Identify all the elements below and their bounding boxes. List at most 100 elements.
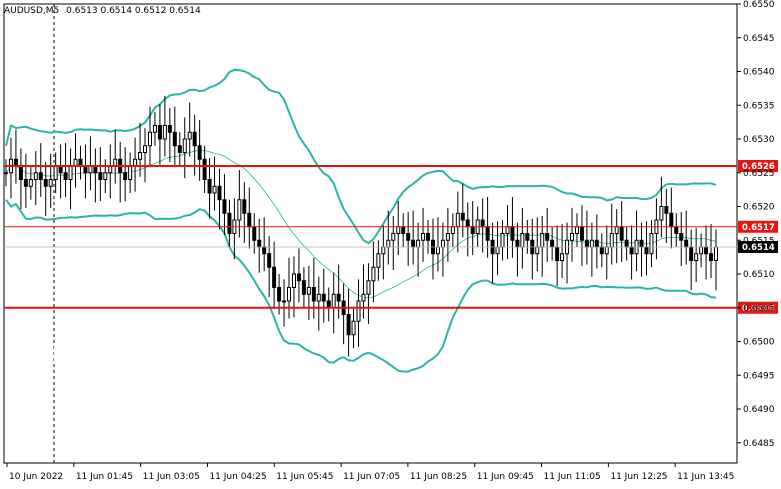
candle-body (157, 125, 162, 140)
candle-body (311, 287, 316, 302)
candle-body (33, 172, 38, 180)
candle-body (500, 233, 505, 248)
x-tick-label: 11 Jun 01:45 (76, 472, 133, 482)
candle-body (68, 165, 73, 180)
candle-body (386, 239, 391, 248)
candle-body (699, 246, 704, 255)
candle-body (296, 273, 301, 282)
candle-body (108, 165, 113, 174)
candle-body (187, 131, 192, 140)
candle-body (172, 131, 177, 147)
candle-body (679, 233, 684, 241)
candle-body (674, 226, 679, 234)
candle-body (83, 165, 88, 174)
candle-body (63, 172, 68, 180)
candle-body (589, 239, 594, 248)
candle-body (133, 158, 138, 167)
candle-body (227, 212, 232, 234)
candle-body (192, 131, 197, 147)
candle-body (714, 246, 718, 261)
candle-body (346, 314, 351, 336)
candle-body (599, 246, 604, 255)
y-tick-label: 0.6520 (743, 203, 775, 213)
candle-body (440, 239, 445, 248)
candle-body (13, 158, 18, 167)
candle-body (18, 165, 23, 180)
candle-body (450, 226, 455, 234)
candle-body (128, 165, 133, 180)
candle-body (177, 145, 182, 153)
candle-body (247, 212, 252, 228)
candle-body (510, 226, 515, 241)
level-tag (738, 301, 778, 314)
candle-body (321, 293, 326, 302)
candle-body (614, 226, 619, 234)
candle-body (579, 226, 584, 241)
symbol-timeframe: AUDUSD,M5 (4, 6, 59, 16)
candle-body (426, 233, 431, 241)
candle-body (182, 138, 187, 153)
candle-body (624, 239, 629, 248)
bollinger-upper (5, 68, 717, 245)
x-tick-label: 11 Jun 05:45 (276, 472, 333, 482)
candle-body (555, 246, 560, 261)
candle-body (23, 179, 28, 187)
candle-body (376, 253, 381, 268)
candle-body (162, 125, 167, 140)
x-tick-label: 11 Jun 04:25 (209, 472, 266, 482)
bollinger-lower (5, 199, 717, 373)
candle-body (336, 293, 341, 302)
y-tick-label: 0.6550 (743, 0, 775, 10)
candle-body (197, 145, 202, 160)
logo-tagline: Instant Forex Trading (44, 368, 160, 381)
candle-body (242, 199, 247, 214)
candle-body (143, 145, 148, 153)
candle-body (455, 212, 460, 228)
candle-body (257, 239, 262, 248)
chart-header: AUDUSD,M5 0.6513 0.6514 0.6512 0.6514 (4, 6, 201, 16)
candle-body (147, 131, 152, 147)
candle-body (277, 287, 282, 302)
level-tag (738, 160, 778, 172)
candle-body (495, 246, 500, 255)
candle-body (326, 300, 331, 309)
candle-body (525, 233, 530, 241)
candle-body (98, 172, 103, 180)
x-tick-label: 11 Jun 03:05 (143, 472, 200, 482)
y-tick-label: 0.6540 (743, 68, 775, 78)
candle-body (485, 226, 490, 241)
y-tick-label: 0.6490 (743, 405, 775, 415)
candle-body (609, 233, 614, 248)
current-price-label: 0.6514 (742, 243, 775, 253)
candle-body (659, 206, 664, 221)
level-tag-label: 0.6517 (742, 223, 775, 233)
x-tick-label: 11 Jun 11:05 (544, 472, 601, 482)
candle-body (421, 233, 426, 241)
candle-body (123, 172, 128, 180)
candle-body (689, 246, 694, 261)
candle-body (28, 179, 33, 187)
candle-body (396, 226, 401, 234)
candle-body (644, 246, 649, 255)
candle-body (351, 320, 356, 336)
candle-body (505, 226, 510, 234)
candle-body (4, 172, 8, 175)
y-tick-label: 0.6495 (743, 371, 775, 381)
candle-body (356, 300, 361, 322)
candle-body (331, 293, 336, 309)
level-tag (738, 220, 778, 233)
candle-body (361, 293, 366, 302)
candle-body (560, 253, 565, 261)
candle-body (604, 246, 609, 255)
candle-body (58, 165, 63, 174)
candle-body (460, 212, 465, 221)
x-tick-label: 11 Jun 08:25 (410, 472, 467, 482)
candle-body (38, 172, 43, 180)
x-tick-label: 11 Jun 07:05 (343, 472, 400, 482)
x-axis: 10 Jun 2022 11 Jun 01:45 11 Jun 03:05 11 Ju… (6, 463, 734, 482)
candle-body (138, 152, 143, 160)
candle-body (291, 273, 296, 288)
candle-body (629, 246, 634, 255)
candle-body (594, 239, 599, 248)
grid (3, 3, 738, 464)
